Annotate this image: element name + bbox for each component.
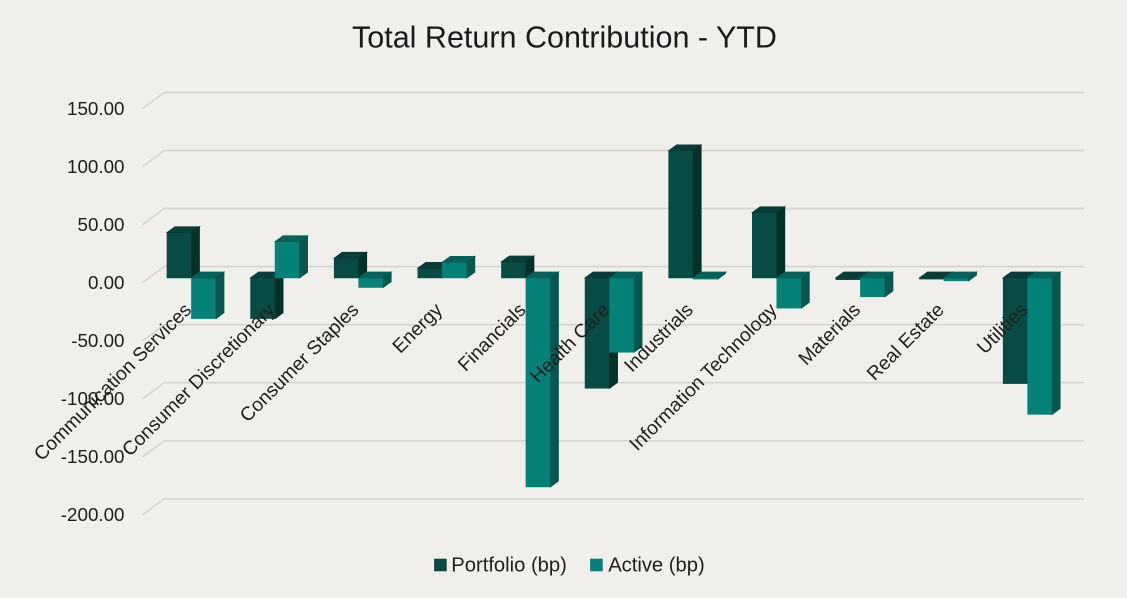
svg-text:0.00: 0.00 xyxy=(88,272,125,293)
svg-text:100.00: 100.00 xyxy=(67,156,124,177)
svg-text:-150.00: -150.00 xyxy=(61,446,125,467)
svg-text:Total Return Contribution - YT: Total Return Contribution - YTD xyxy=(352,20,777,54)
svg-text:Active (bp): Active (bp) xyxy=(608,555,704,577)
svg-text:150.00: 150.00 xyxy=(67,98,124,119)
svg-text:-200.00: -200.00 xyxy=(61,504,125,525)
svg-text:-100.00: -100.00 xyxy=(61,388,125,409)
svg-text:-50.00: -50.00 xyxy=(71,330,124,351)
svg-text:50.00: 50.00 xyxy=(78,214,125,235)
svg-text:Portfolio (bp): Portfolio (bp) xyxy=(451,555,567,577)
